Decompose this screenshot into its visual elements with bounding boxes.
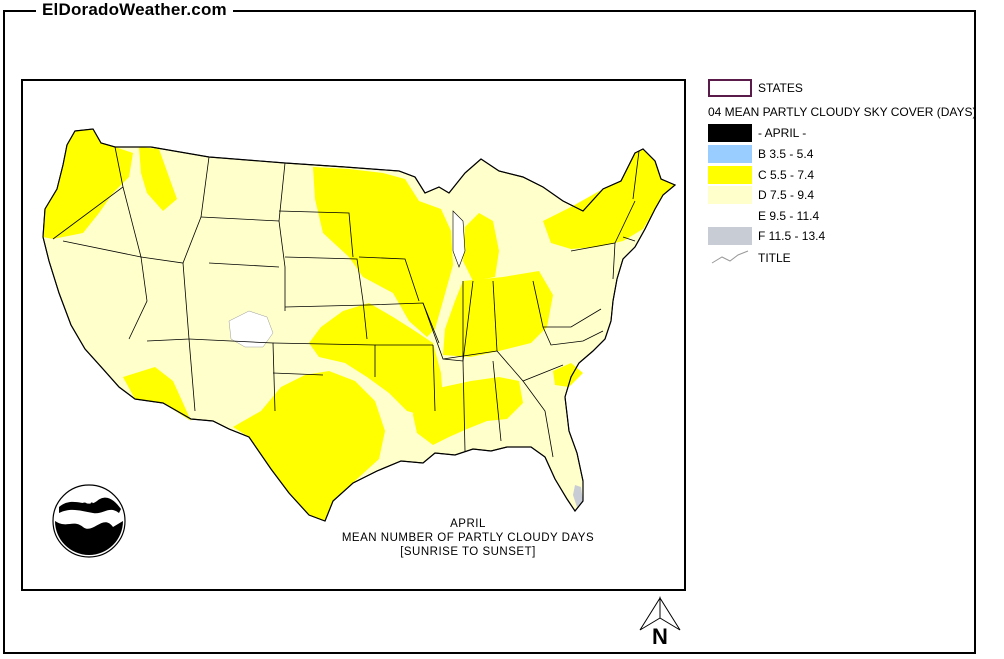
arizona-region <box>123 367 191 421</box>
legend-swatch-b <box>708 145 752 163</box>
caption-line-2: MEAN NUMBER OF PARTLY CLOUDY DAYS <box>341 532 595 544</box>
us-border <box>42 128 677 522</box>
legend-title-line-label: TITLE <box>758 251 791 265</box>
north-label: N <box>652 624 668 649</box>
noaa-logo <box>52 484 126 558</box>
colorado-high-region <box>228 310 274 348</box>
title-line-icon <box>711 250 749 264</box>
legend-states-label: STATES <box>758 81 803 95</box>
florida-coast-region <box>573 485 583 507</box>
us-map <box>42 128 677 558</box>
caption-line-3: [SUNRISE TO SUNSET] <box>400 546 536 558</box>
noaa-logo-label: NOAA <box>74 501 103 511</box>
map-caption: APRIL MEAN NUMBER OF PARTLY CLOUDY DAYS … <box>323 517 613 559</box>
states-swatch <box>708 79 752 97</box>
pacific-nw-region <box>43 129 133 239</box>
legend-swatch-c <box>708 166 752 184</box>
legend-item-label: - APRIL - <box>758 126 807 140</box>
michigan-region <box>463 213 499 281</box>
outer-frame <box>3 10 976 654</box>
map-panel: NOAA APRIL MEAN NUMBER OF PARTLY CLOUDY … <box>21 79 686 591</box>
north-arrow-icon <box>639 596 681 631</box>
legend-title: 04 MEAN PARTLY CLOUDY SKY COVER (DAYS) <box>708 105 977 119</box>
lake-michigan <box>452 210 466 268</box>
legend-swatch-a <box>708 124 752 142</box>
legend-swatch-f <box>708 227 752 245</box>
idaho-panhandle-region <box>139 147 177 211</box>
legend-item-label: F 11.5 - 13.4 <box>758 229 826 243</box>
site-title: ElDoradoWeather.com <box>36 0 233 20</box>
legend-swatch-d <box>708 186 752 204</box>
caption-line-1: APRIL <box>450 518 486 530</box>
south-central-region <box>309 303 443 415</box>
legend-item-label: D 7.5 - 9.4 <box>758 188 815 202</box>
legend-swatch-e <box>708 207 752 225</box>
state-lines <box>52 146 640 458</box>
class-c-regions <box>43 129 675 521</box>
gulf-south-region <box>413 377 523 445</box>
upper-midwest-region <box>313 167 453 337</box>
northeast-region <box>543 149 675 249</box>
texas-region <box>233 371 385 521</box>
legend-item-label: C 5.5 - 7.4 <box>758 168 815 182</box>
north-arrow: N <box>636 596 686 656</box>
legend-item-label: E 9.5 - 11.4 <box>758 209 820 223</box>
ohio-valley-region <box>443 271 553 357</box>
legend-item-label: B 3.5 - 5.4 <box>758 147 814 161</box>
